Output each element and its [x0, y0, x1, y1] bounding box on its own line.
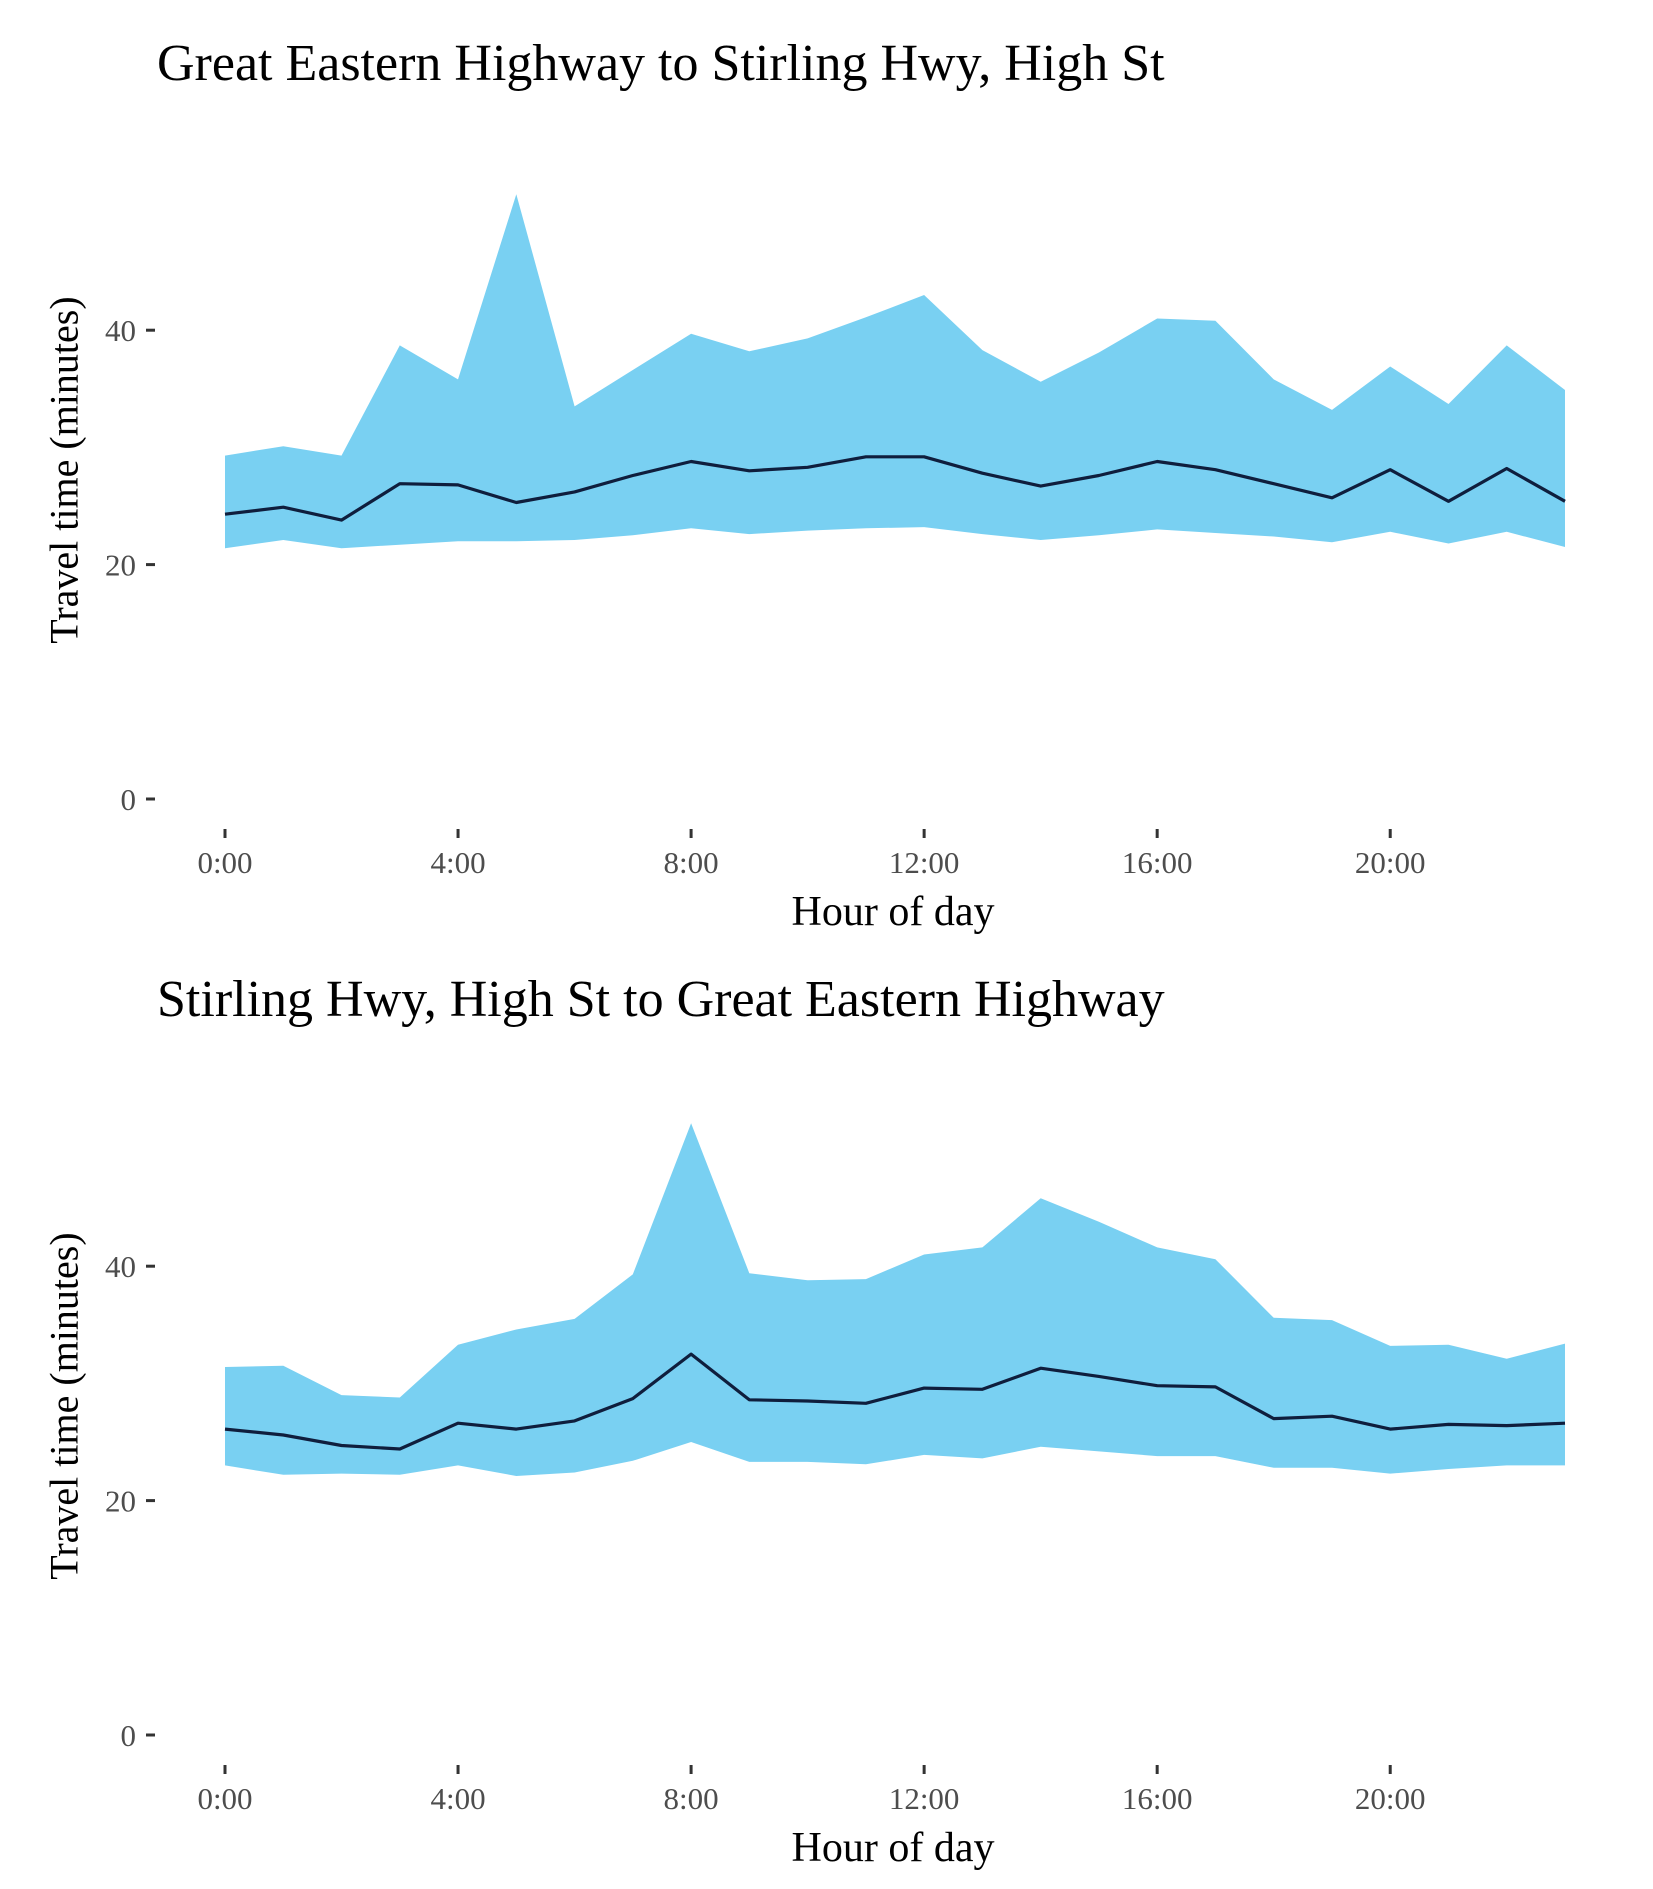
x-tick-label: 0:00 [197, 845, 252, 880]
plot-area: 0:00 4:00 8:00 12:00 16:00 20:00 0 20 40 [105, 1123, 1566, 1816]
y-tick-label: 20 [105, 548, 136, 583]
x-tick-label: 8:00 [664, 1781, 719, 1816]
x-tick-label: 4:00 [430, 1781, 485, 1816]
x-tick-label: 8:00 [664, 845, 719, 880]
y-tick-label: 20 [105, 1484, 136, 1519]
x-tick-label: 16:00 [1122, 1781, 1193, 1816]
range-band [225, 194, 1565, 549]
x-axis-label: Hour of day [791, 889, 995, 935]
x-tick-label: 20:00 [1355, 845, 1426, 880]
x-tick-label: 12:00 [889, 1781, 960, 1816]
travel-time-line [224, 455, 1566, 522]
y-tick-label: 0 [121, 1718, 137, 1753]
x-tick-label: 12:00 [889, 845, 960, 880]
y-tick-label: 40 [105, 1249, 136, 1284]
chart-panel-1: Great Eastern Highway to Stirling Hwy, H… [0, 0, 1653, 940]
y-tick-label: 0 [121, 782, 137, 817]
x-axis-label: Hour of day [791, 1825, 995, 1871]
range-band [225, 1123, 1565, 1476]
plot-area: 0:00 4:00 8:00 12:00 16:00 20:00 0 20 40 [105, 194, 1566, 880]
chart-title: Stirling Hwy, High St to Great Eastern H… [157, 971, 1165, 1028]
x-tick-label: 0:00 [197, 1781, 252, 1816]
x-tick-label: 4:00 [430, 845, 485, 880]
x-tick-label: 16:00 [1122, 845, 1193, 880]
y-tick-label: 40 [105, 313, 136, 348]
chart-title: Great Eastern Highway to Stirling Hwy, H… [157, 35, 1165, 92]
travel-time-line [224, 1352, 1566, 1451]
chart-panel-2: Stirling Hwy, High St to Great Eastern H… [0, 936, 1653, 1876]
x-tick-label: 20:00 [1355, 1781, 1426, 1816]
